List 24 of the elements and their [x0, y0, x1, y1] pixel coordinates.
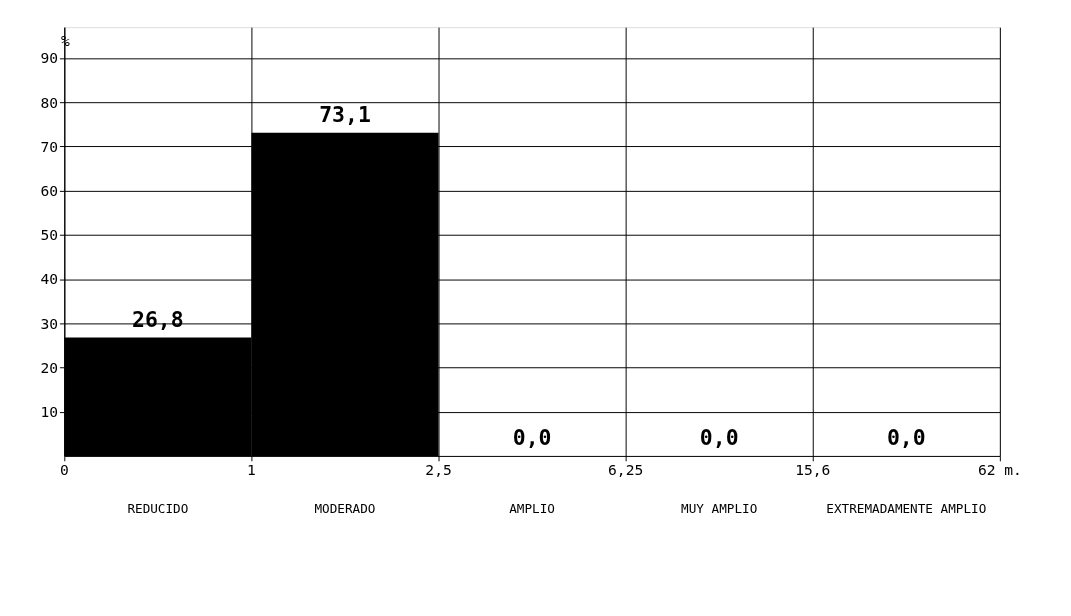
text: 0 — [59, 461, 69, 479]
data-label: 0,0 — [699, 425, 739, 451]
y-tick-label: 50 — [40, 226, 58, 244]
x-tick-label: AMPLIO — [509, 501, 555, 517]
y-tick-label: 30 — [40, 314, 58, 332]
x-tick-label: MODERADO — [314, 501, 376, 517]
data-label: 73,1 — [319, 102, 371, 128]
y-tick-label: 70 — [40, 137, 58, 155]
y-tick-label: 10 — [40, 403, 58, 421]
y-tick-label: 20 — [40, 358, 58, 376]
x-tick-label: REDUCIDO — [127, 501, 189, 517]
x-tick-label: EXTREMADAMENTE AMPLIO — [826, 501, 987, 517]
data-label: 0,0 — [512, 425, 552, 451]
y-tick-label: 90 — [40, 49, 58, 67]
text: 15,6 — [795, 461, 831, 479]
y-tick-label: 40 — [40, 270, 58, 288]
text: 1 — [247, 461, 256, 479]
text: 62 m. — [977, 461, 1022, 479]
y-tick-label: 60 — [40, 182, 58, 200]
text: 2,5 — [425, 461, 452, 479]
y-tick-label: 80 — [40, 93, 58, 111]
text: 6,25 — [608, 461, 644, 479]
data-label: 0,0 — [886, 425, 926, 451]
x-tick-label: MUY AMPLIO — [681, 501, 758, 517]
